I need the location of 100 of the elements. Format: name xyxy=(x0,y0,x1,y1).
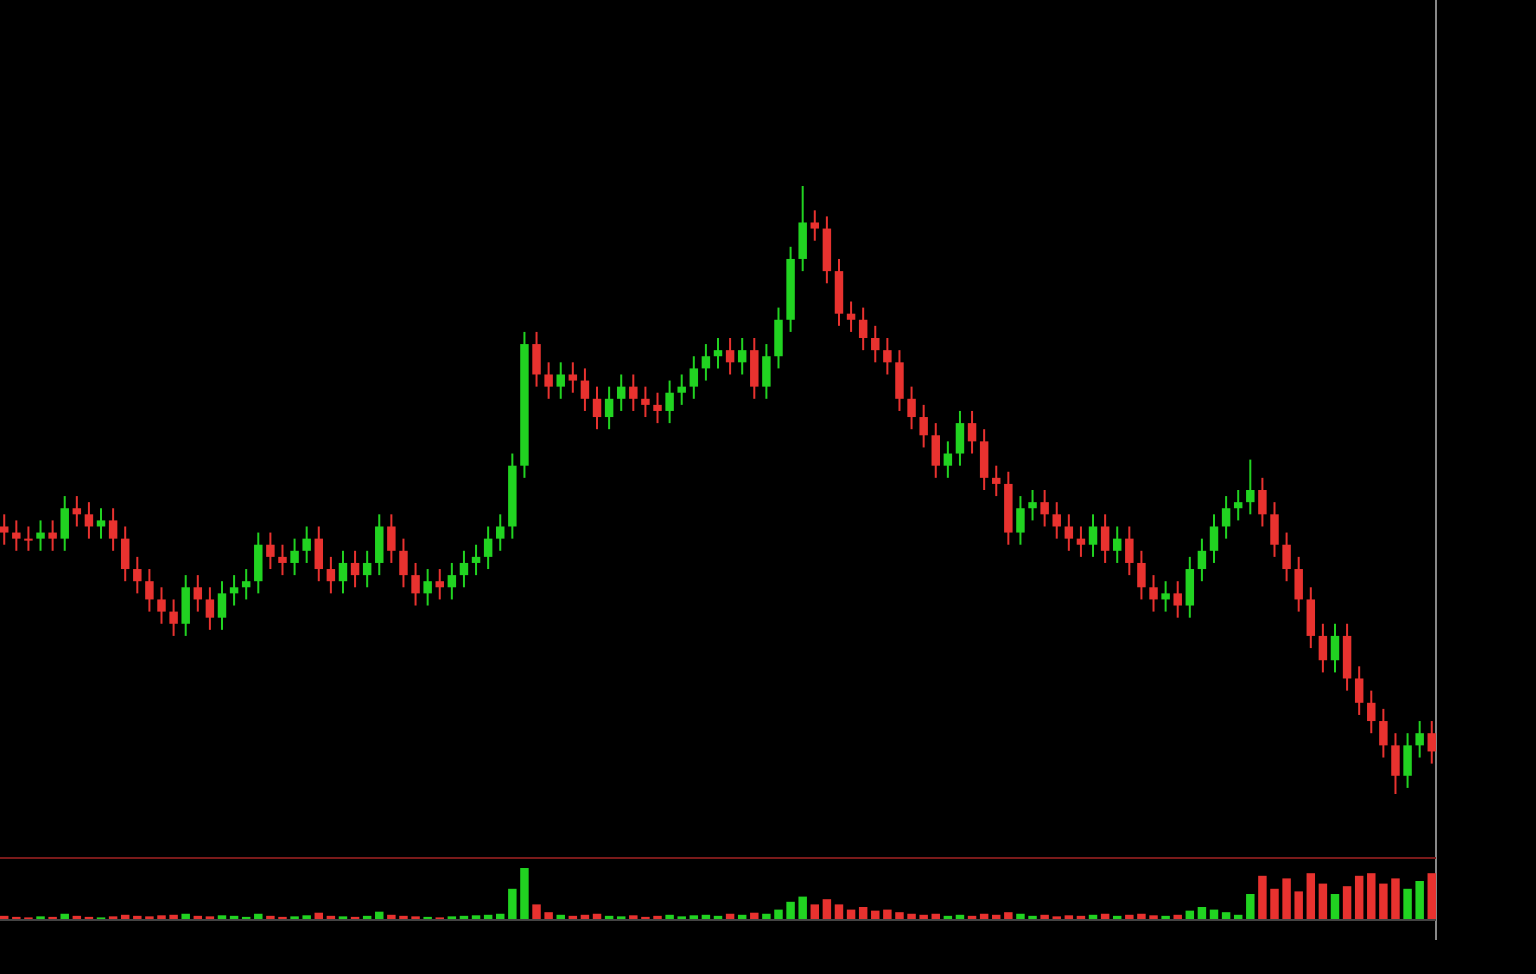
candlestick xyxy=(701,343,711,382)
candlestick xyxy=(955,409,965,467)
candlestick xyxy=(1016,495,1025,546)
candlestick xyxy=(205,586,215,631)
candlestick xyxy=(471,543,481,577)
candlestick xyxy=(604,385,614,431)
candlestick xyxy=(157,586,166,625)
candlestick xyxy=(544,361,553,400)
candlestick xyxy=(592,385,602,431)
candlestick xyxy=(883,337,892,376)
candlestick xyxy=(278,543,287,577)
candlestick xyxy=(241,568,251,601)
candlestick xyxy=(36,519,45,552)
candlestick xyxy=(266,531,275,571)
candlestick xyxy=(483,525,493,571)
candlestick xyxy=(641,385,650,419)
candlestick xyxy=(1306,586,1316,650)
candlestick xyxy=(1318,622,1328,674)
bar xyxy=(810,904,820,920)
candlestick xyxy=(24,525,33,552)
candlestick xyxy=(979,428,989,491)
candlestick xyxy=(580,367,590,412)
candlestick xyxy=(629,373,638,412)
candlestick xyxy=(1137,549,1146,601)
candlestick xyxy=(411,561,420,607)
candlestick xyxy=(1209,513,1219,564)
candlestick xyxy=(435,568,444,601)
candlestick xyxy=(338,549,348,595)
candlestick xyxy=(1088,513,1098,558)
bar xyxy=(1342,886,1352,920)
candlestick xyxy=(907,385,916,431)
candlestick xyxy=(822,215,832,285)
bar xyxy=(1246,894,1255,920)
candlestick xyxy=(1076,525,1086,558)
candlestick xyxy=(895,349,904,412)
candlestick xyxy=(375,513,384,577)
candlestick xyxy=(616,373,626,412)
candlestick xyxy=(1173,580,1182,619)
candlestick xyxy=(689,355,699,400)
candlestick xyxy=(362,549,372,589)
candlestick xyxy=(1379,707,1388,759)
candlestick xyxy=(302,525,311,564)
candlestick xyxy=(556,361,565,400)
candlestick xyxy=(496,513,505,552)
candlestick xyxy=(1294,555,1303,613)
candlestick xyxy=(1415,720,1424,759)
candlestick xyxy=(1197,537,1207,583)
candlestick xyxy=(858,306,868,352)
candlestick xyxy=(568,361,578,394)
bar xyxy=(834,904,844,920)
candlestick xyxy=(871,324,880,364)
candlestick xyxy=(1052,501,1061,540)
candlestick xyxy=(96,507,106,540)
candlestick xyxy=(181,574,190,637)
candlestick xyxy=(834,257,844,327)
candlestick xyxy=(169,598,178,637)
candlestick xyxy=(193,574,203,613)
candlestick xyxy=(60,495,69,552)
candlestick xyxy=(725,337,735,376)
bar xyxy=(1306,873,1316,920)
candlestick xyxy=(919,403,928,449)
candlestick xyxy=(846,300,856,333)
candlestick xyxy=(1270,501,1279,558)
candlestick xyxy=(1185,555,1195,619)
candlestick xyxy=(1282,531,1291,583)
candlestick xyxy=(762,343,771,400)
candlestick xyxy=(120,525,130,583)
candlestick xyxy=(1367,689,1376,735)
candlestick xyxy=(1100,513,1110,564)
candlestick xyxy=(350,549,360,589)
candlestick xyxy=(677,373,686,406)
candlestick xyxy=(943,440,953,479)
candlestick xyxy=(72,495,82,528)
candlestick xyxy=(459,549,469,589)
candlestick xyxy=(1342,622,1352,692)
candlestick xyxy=(532,330,541,388)
bar xyxy=(1318,883,1328,920)
candlestick xyxy=(48,519,57,552)
candlestick xyxy=(1161,580,1170,613)
candlestick xyxy=(1028,489,1037,522)
candlestick xyxy=(992,464,1001,498)
candlestick xyxy=(12,519,21,552)
candlestick xyxy=(713,337,723,370)
candlestick xyxy=(1258,476,1267,528)
candlestick xyxy=(798,185,807,273)
candlestick xyxy=(1403,732,1412,789)
bar xyxy=(822,899,832,920)
candlestick xyxy=(653,391,662,425)
candlestick xyxy=(1112,525,1122,564)
bar xyxy=(1354,875,1364,920)
candlestick xyxy=(1391,732,1400,795)
candlestick xyxy=(1064,513,1074,552)
candlestick xyxy=(1149,574,1158,613)
candlestick xyxy=(750,337,759,400)
candlestick xyxy=(447,561,457,601)
candlestick xyxy=(217,580,227,631)
candlestick xyxy=(254,531,263,595)
candlestick xyxy=(84,501,94,540)
candlestick xyxy=(1233,489,1243,522)
candlestick xyxy=(931,422,940,479)
